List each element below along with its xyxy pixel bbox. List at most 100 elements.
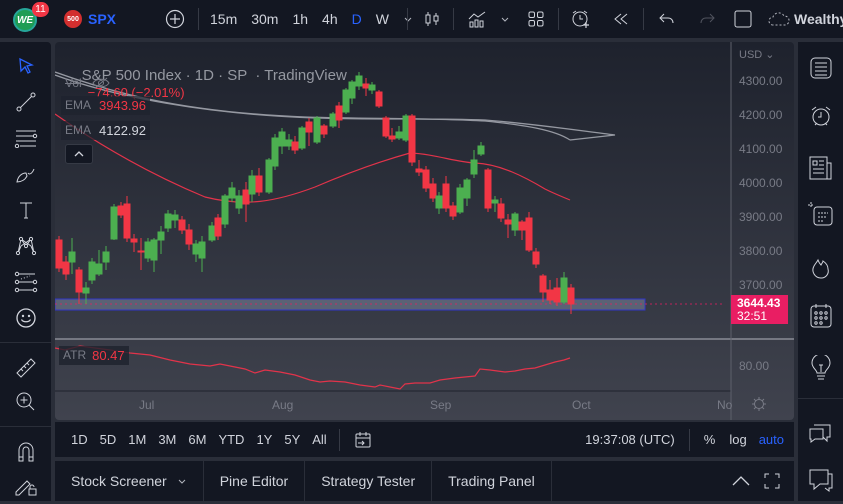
ema2-legend[interactable]: EMA 4122.92 bbox=[61, 121, 151, 140]
collapse-legend-button[interactable] bbox=[65, 144, 93, 164]
layout-icon bbox=[734, 10, 752, 28]
pencil-lock-icon bbox=[15, 480, 36, 496]
currency-selector[interactable]: USD ⌄ bbox=[739, 49, 775, 61]
expand-panel-button[interactable] bbox=[732, 476, 750, 486]
eye-hidden-icon[interactable] bbox=[92, 77, 110, 89]
auto-toggle[interactable]: auto bbox=[758, 432, 784, 447]
interval-4h[interactable]: 4h bbox=[322, 11, 338, 27]
interval-w[interactable]: W bbox=[375, 11, 389, 27]
indicators-button[interactable] bbox=[466, 0, 490, 38]
tab-pine-editor[interactable]: Pine Editor bbox=[204, 461, 306, 501]
measure-tool[interactable] bbox=[0, 350, 51, 386]
price-tick: 4200.00 bbox=[739, 108, 783, 122]
magnet-tool[interactable] bbox=[0, 434, 51, 470]
hotlists-button[interactable] bbox=[798, 248, 843, 288]
cursor-icon bbox=[18, 57, 34, 74]
brush-tool[interactable] bbox=[0, 156, 51, 192]
ideas-stream-button[interactable] bbox=[798, 348, 843, 388]
chevron-down-icon[interactable] bbox=[177, 476, 187, 486]
range-1d[interactable]: 1D bbox=[71, 432, 88, 447]
ideas-button[interactable] bbox=[798, 194, 843, 234]
replay-icon bbox=[614, 13, 628, 25]
alarm-clock-icon bbox=[811, 106, 830, 126]
layout-button[interactable] bbox=[732, 0, 754, 38]
pattern-tool[interactable] bbox=[0, 228, 51, 264]
chart-settings-button[interactable] bbox=[751, 396, 767, 412]
interval-1h[interactable]: 1h bbox=[292, 11, 309, 27]
tab-strategy-tester[interactable]: Strategy Tester bbox=[305, 461, 433, 501]
tab-trading-panel[interactable]: Trading Panel bbox=[432, 461, 552, 501]
range-6m[interactable]: 6M bbox=[188, 432, 207, 447]
replay-button[interactable] bbox=[610, 0, 632, 38]
trendline-tool[interactable] bbox=[0, 84, 51, 120]
range-group: 1D 5D 1M 3M 6M YTD 1Y 5Y All bbox=[65, 432, 333, 447]
percent-toggle[interactable]: % bbox=[703, 432, 716, 447]
right-toolbar bbox=[798, 42, 843, 501]
interval-15m[interactable]: 15m bbox=[210, 11, 238, 27]
ema1-label: EMA bbox=[65, 98, 92, 112]
icons-tool[interactable] bbox=[0, 300, 51, 336]
range-1m[interactable]: 1M bbox=[128, 432, 147, 447]
time-axis[interactable]: Jul Aug Sep Oct No bbox=[55, 392, 732, 420]
add-symbol-button[interactable] bbox=[163, 0, 187, 38]
pattern-icon bbox=[15, 236, 36, 256]
tab-stock-screener[interactable]: Stock Screener bbox=[55, 461, 204, 501]
messages-button[interactable] bbox=[798, 460, 843, 500]
price-chart[interactable] bbox=[55, 42, 794, 420]
fullscreen-icon bbox=[764, 473, 780, 489]
interval-d[interactable]: D bbox=[351, 11, 362, 27]
symbol-logo: 500 bbox=[64, 10, 82, 28]
range-5y[interactable]: 5Y bbox=[284, 432, 301, 447]
lock-drawings-tool[interactable] bbox=[0, 468, 51, 504]
undo-button[interactable] bbox=[657, 0, 677, 38]
redo-button[interactable] bbox=[697, 0, 717, 38]
chats-button[interactable] bbox=[798, 412, 843, 452]
watchlist-button[interactable] bbox=[798, 48, 843, 88]
cloud-icon bbox=[768, 12, 790, 26]
vol-legend[interactable]: Vol bbox=[65, 76, 110, 90]
atr-legend[interactable]: ATR 80.47 bbox=[59, 346, 129, 365]
range-5d[interactable]: 5D bbox=[99, 432, 117, 447]
ema-fast-line bbox=[55, 113, 571, 203]
templates-button[interactable] bbox=[525, 0, 547, 38]
text-tool[interactable] bbox=[0, 192, 51, 228]
goto-date-button[interactable] bbox=[354, 431, 372, 449]
fib-tool[interactable] bbox=[0, 120, 51, 156]
divider bbox=[0, 426, 51, 427]
tab-label: Trading Panel bbox=[448, 473, 535, 489]
chart-type-button[interactable] bbox=[420, 0, 444, 38]
atr-tick: 80.00 bbox=[739, 359, 770, 373]
prediction-tool[interactable] bbox=[0, 264, 51, 300]
save-layout-button[interactable]: Wealthy bbox=[768, 0, 843, 38]
price-tick: 4000.00 bbox=[739, 176, 783, 190]
symbol-name: SPX bbox=[88, 11, 117, 27]
maximize-panel-button[interactable] bbox=[764, 473, 780, 489]
price-axis[interactable]: 4300.00 4200.00 4100.00 4000.00 3900.00 … bbox=[731, 42, 794, 391]
chart-title: S&P 500 Index · 1D · SP · TradingView bbox=[81, 67, 347, 84]
range-3m[interactable]: 3M bbox=[158, 432, 177, 447]
ema1-legend[interactable]: EMA 3943.96 bbox=[61, 96, 151, 115]
range-ytd[interactable]: YTD bbox=[218, 432, 245, 447]
templates-icon bbox=[528, 11, 544, 27]
news-button[interactable] bbox=[798, 148, 843, 188]
chevron-down-icon[interactable] bbox=[500, 14, 510, 24]
range-1y[interactable]: 1Y bbox=[256, 432, 273, 447]
clock-time[interactable]: 19:37:08 (UTC) bbox=[585, 432, 675, 447]
alert-button[interactable] bbox=[569, 0, 593, 38]
atr-value: 80.47 bbox=[92, 348, 125, 363]
symbol-search[interactable]: 500 SPX bbox=[64, 0, 116, 38]
range-all[interactable]: All bbox=[312, 432, 327, 447]
log-toggle[interactable]: log bbox=[729, 432, 747, 447]
bottom-panel-tabs: Stock Screener Pine Editor Strategy Test… bbox=[55, 461, 794, 501]
calendar-goto-icon bbox=[355, 431, 371, 447]
top-toolbar: WE 11 500 SPX 15m 30m 1h 4h D W bbox=[0, 0, 843, 38]
interval-30m[interactable]: 30m bbox=[251, 11, 279, 27]
zoom-tool[interactable] bbox=[0, 384, 51, 420]
calendar-button[interactable] bbox=[798, 296, 843, 336]
forecast-icon bbox=[14, 271, 37, 293]
alerts-button[interactable] bbox=[798, 96, 843, 136]
chart-pane[interactable]: S&P 500 Index · 1D · SP · TradingView −7… bbox=[55, 42, 794, 420]
cursor-tool[interactable] bbox=[0, 48, 51, 84]
atr-line bbox=[55, 345, 571, 390]
gear-icon bbox=[752, 397, 766, 411]
